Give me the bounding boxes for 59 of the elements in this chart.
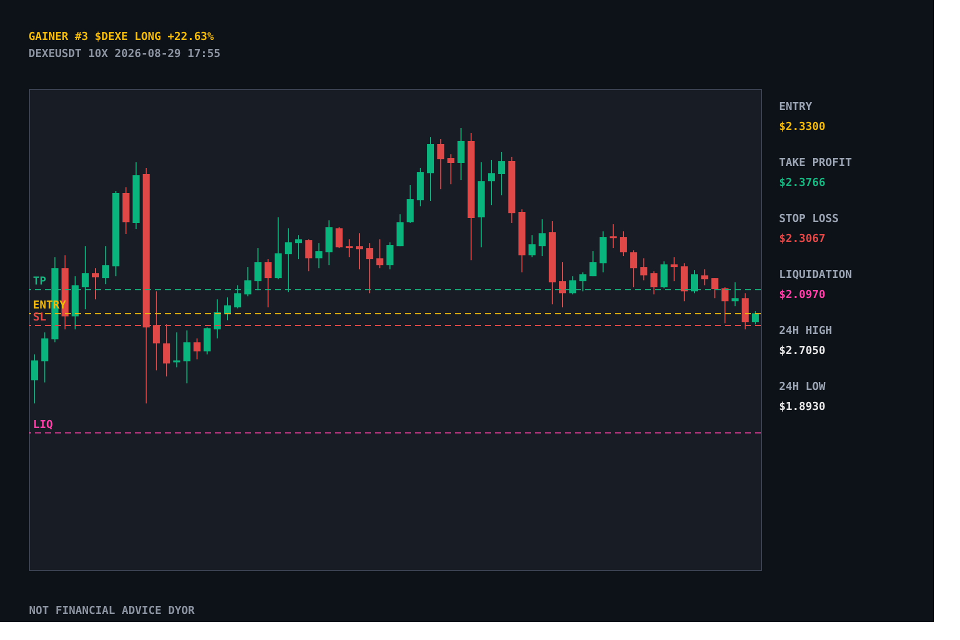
candlestick [173,332,180,368]
candlestick [721,286,728,324]
text: $2.7050 [779,344,826,357]
candlestick [437,138,444,190]
chart-subtitle: DEXEUSDT 10X 2026-08-29 17:55 [28,47,221,60]
candlestick [610,224,617,249]
text: NOT FINANCIAL ADVICE DYOR [29,604,195,617]
candlestick [640,258,648,281]
candlestick [620,230,627,257]
category-label: ENTRY [779,100,812,113]
candlestick [538,218,546,257]
candlestick [406,184,414,224]
candlestick [457,128,464,181]
candlestick [305,238,312,272]
category-label: STOP LOSS [779,212,839,225]
candlestick [356,232,363,270]
candlestick [92,268,99,300]
candlestick [589,250,596,277]
candlestick [396,214,404,247]
candlestick [204,326,211,355]
candlestick [183,330,190,384]
category-label: LIQUIDATION [779,268,852,281]
candlestick [336,226,343,249]
candlestick [660,260,668,289]
text: $2.3766 [779,176,826,189]
candlestick [670,256,678,282]
candlestick [630,250,638,288]
candlestick [315,242,322,269]
candlestick [376,238,384,269]
candlestick [559,262,566,308]
candlestick [102,246,110,285]
candlestick [488,159,495,206]
candlestick [214,298,221,339]
category-label: 24H LOW [779,380,826,393]
text: $2.0970 [779,288,826,301]
candlestick [498,151,506,196]
candlestick [264,258,272,308]
ref-line-label: LIQ [33,418,54,431]
chart-title: GAINER #3 $DEXE LONG +22.63% [28,30,214,43]
candlestick [386,242,394,270]
candlestick [447,154,454,185]
text: $2.3067 [779,232,826,245]
candlestick [295,234,302,260]
category-label: TAKE PROFIT [779,156,852,169]
candlestick [31,354,38,404]
candlestick [194,338,201,360]
candlestick [752,310,759,325]
text: $2.3300 [779,120,826,133]
candlestick [346,238,353,258]
ref-line-label: TP [33,274,47,288]
candlestick [41,332,48,383]
candlestick [650,270,658,295]
text: $1.8930 [779,400,826,413]
category-label: 24H HIGH [779,324,832,337]
candlestick [711,278,718,299]
candlestick [701,268,708,286]
ref-line-label: SL [33,310,47,324]
candlestick [528,234,536,258]
candlestick [366,242,374,294]
